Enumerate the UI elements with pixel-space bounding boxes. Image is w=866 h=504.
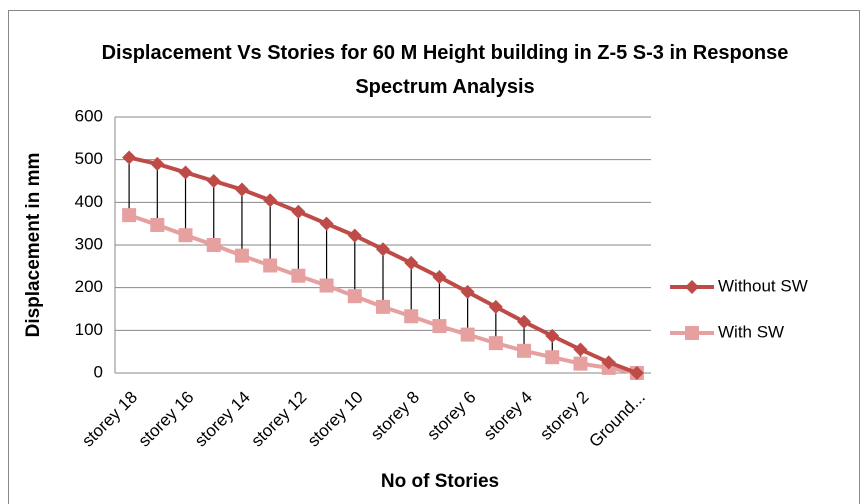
marker — [319, 278, 334, 293]
marker — [573, 356, 588, 371]
y-tick-label: 100 — [75, 320, 103, 339]
marker — [178, 165, 193, 180]
y-tick-label: 200 — [75, 277, 103, 296]
marker — [517, 343, 532, 358]
marker — [319, 216, 334, 231]
marker — [601, 355, 616, 370]
marker — [206, 174, 221, 188]
marker — [488, 336, 503, 351]
x-tick-label: storey 14 — [191, 388, 254, 451]
marker — [206, 238, 221, 252]
y-tick-label: 300 — [75, 234, 103, 253]
marker — [629, 366, 644, 380]
y-tick-label: 600 — [75, 106, 103, 125]
marker — [685, 280, 699, 294]
chart-frame — [8, 10, 860, 504]
marker — [291, 268, 306, 283]
marker — [573, 342, 588, 357]
marker — [376, 299, 390, 314]
marker — [150, 217, 165, 232]
marker — [347, 228, 362, 243]
marker — [150, 156, 165, 171]
y-axis-title: Displacement in mm — [23, 153, 44, 338]
marker — [404, 309, 419, 324]
marker — [234, 182, 249, 197]
marker — [263, 258, 278, 273]
marker — [404, 255, 419, 270]
marker — [234, 248, 249, 263]
marker — [178, 228, 193, 243]
marker — [263, 193, 278, 208]
chart-title: Displacement Vs Stories for 60 M Height … — [101, 42, 789, 98]
marker — [545, 328, 560, 343]
x-tick-label: storey 8 — [367, 388, 423, 444]
legend-label: With SW — [718, 322, 784, 341]
marker — [291, 204, 306, 219]
x-tick-label: storey 10 — [304, 388, 367, 451]
marker — [685, 326, 699, 340]
y-tick-label: 0 — [94, 362, 103, 381]
marker — [517, 314, 532, 329]
marker — [460, 327, 475, 342]
marker — [460, 284, 475, 299]
x-tick-label: storey 2 — [536, 388, 592, 444]
x-tick-label: storey 18 — [78, 388, 141, 451]
x-tick-label: storey 16 — [135, 388, 198, 451]
x-tick-label: Ground... — [585, 388, 649, 452]
legend-label: Without SW — [718, 276, 808, 295]
marker — [376, 242, 390, 257]
marker — [432, 319, 447, 334]
marker — [122, 150, 137, 165]
x-axis-title: No of Stories — [381, 471, 499, 492]
x-tick-label: storey 4 — [480, 388, 536, 444]
x-tick-label: storey 6 — [423, 388, 479, 444]
y-tick-label: 500 — [75, 149, 103, 168]
y-tick-label: 400 — [75, 192, 103, 211]
marker — [347, 289, 362, 304]
x-tick-label: storey 12 — [247, 388, 310, 451]
marker — [488, 299, 503, 314]
marker — [545, 350, 560, 365]
marker — [122, 208, 137, 223]
marker — [432, 270, 447, 284]
